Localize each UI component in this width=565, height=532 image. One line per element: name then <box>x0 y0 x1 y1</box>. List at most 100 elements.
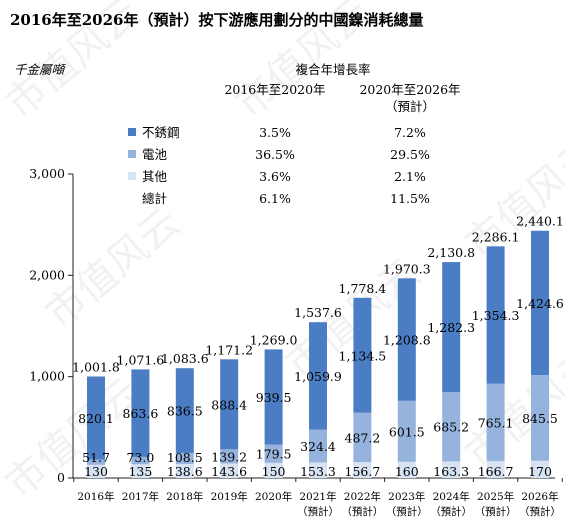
segment-value-label: 1,134.5 <box>339 348 387 363</box>
segment-value-label: 1,059.9 <box>294 369 342 384</box>
legend-label: 其他 <box>142 169 168 184</box>
cagr-value: 2.1% <box>394 169 426 184</box>
bar-segment <box>87 459 105 465</box>
legend-swatch <box>128 150 136 158</box>
segment-value-label: 135 <box>128 464 152 479</box>
cagr-column-header: 2020年至2026年 <box>359 82 460 97</box>
bar-segment <box>87 464 105 478</box>
segment-value-label: 1,208.8 <box>383 333 431 348</box>
x-tick-label: 2020年 <box>255 490 292 503</box>
bar-segment <box>442 262 461 393</box>
segment-value-label: 130 <box>84 464 108 479</box>
bar-segment <box>397 278 416 401</box>
legend-swatch <box>128 128 136 136</box>
segment-value-label: 108.5 <box>167 450 203 465</box>
total-value-label: 1,071.6 <box>117 352 165 367</box>
bar-segment <box>353 297 372 413</box>
segment-value-label: 836.5 <box>167 404 203 419</box>
bar-segment <box>131 456 150 465</box>
x-tick-label: 2017年 <box>122 490 159 503</box>
x-tick-label: （預計） <box>430 505 472 518</box>
legend: 2016年至2020年 2020年至2026年 （預計） 不銹鋼 3.5% 7.2% 電池 3… <box>128 82 461 206</box>
unit-label: 千金屬噸 <box>14 62 67 77</box>
total-value-label: 1,269.0 <box>250 332 298 347</box>
segment-value-label: 179.5 <box>256 447 292 462</box>
bar-segment <box>531 230 549 376</box>
bar-segment <box>220 449 239 464</box>
x-tick-label: 2023年 <box>388 490 425 503</box>
bar-segment <box>264 349 283 445</box>
watermark-text: 市值风云 <box>0 370 149 508</box>
segment-value-label: 939.5 <box>256 390 292 405</box>
segment-value-label: 138.6 <box>167 464 203 479</box>
total-value-label: 1,778.4 <box>339 281 387 296</box>
segment-value-label: 324.4 <box>300 439 336 454</box>
segment-value-label: 601.5 <box>389 424 425 439</box>
x-tick-label: 2024年 <box>433 490 470 503</box>
axes: 0 1,000 2,000 3,000 2016年 2017年 2018年 2019年 2020… <box>29 166 563 518</box>
bar-segment <box>397 461 416 478</box>
bar-segment <box>531 460 549 478</box>
cagr-value: 6.1% <box>259 191 291 206</box>
bar-segment <box>309 322 327 430</box>
cagr-column-header-note: （預計） <box>385 99 435 114</box>
bar-segment <box>309 462 327 478</box>
x-tick-label: 2018年 <box>166 490 203 503</box>
segment-value-label: 888.4 <box>211 397 247 412</box>
segment-value-label: 845.5 <box>522 411 558 426</box>
x-tick-label: 2019年 <box>211 490 248 503</box>
cagr-column-header: 2016年至2020年 <box>224 82 325 97</box>
y-tick-label: 0 <box>57 470 65 485</box>
bar-segment <box>486 461 505 478</box>
cagr-value: 7.2% <box>394 125 426 140</box>
bar-segment <box>353 462 372 478</box>
x-tick-label: 2021年 <box>299 490 336 503</box>
bar-segment <box>175 452 194 464</box>
x-tick-label: 2022年 <box>344 490 381 503</box>
total-value-label: 1,001.8 <box>72 359 120 374</box>
total-value-label: 1,970.3 <box>383 261 431 276</box>
total-value-label: 1,083.6 <box>161 351 209 366</box>
bar-segment <box>442 461 461 478</box>
segment-value-label: 73.0 <box>126 450 154 465</box>
segment-value-label: 51.7 <box>82 450 110 465</box>
x-tick-label: （預計） <box>475 505 517 518</box>
segment-value-label: 1,424.6 <box>516 296 564 311</box>
bar-segment <box>442 392 461 462</box>
bar-segment <box>397 400 416 462</box>
segment-value-label: 820.1 <box>78 411 114 426</box>
cagr-value: 3.5% <box>259 125 291 140</box>
bar-segment <box>220 359 239 450</box>
bar-segment <box>486 383 505 462</box>
bar-segment <box>531 375 549 461</box>
bar-segment <box>486 246 505 384</box>
legend-label: 總計 <box>142 191 167 206</box>
segment-value-label: 1,354.3 <box>472 308 520 323</box>
bar-segment <box>220 463 239 478</box>
total-value-label: 2,440.1 <box>516 214 564 229</box>
bar-segment <box>264 462 283 478</box>
x-tick-label: 2016年 <box>77 490 114 503</box>
x-tick-label: 2026年 <box>521 490 558 503</box>
total-value-label: 2,286.1 <box>472 229 520 244</box>
bar-segment <box>87 376 105 460</box>
cagr-value: 11.5% <box>390 191 430 206</box>
segment-value-label: 156.7 <box>345 464 381 479</box>
cagr-value: 3.6% <box>259 169 291 184</box>
legend-swatch <box>128 172 136 180</box>
bar-segment <box>353 412 372 463</box>
segment-value-label: 863.6 <box>123 406 159 421</box>
bar-segment <box>175 463 194 478</box>
segment-value-label: 166.7 <box>478 464 514 479</box>
bar-segment <box>175 368 194 453</box>
x-tick-label: （預計） <box>519 505 561 518</box>
total-value-label: 1,171.2 <box>205 342 253 357</box>
segment-value-label: 1,282.3 <box>427 320 475 335</box>
bar-segment <box>264 444 283 463</box>
segment-value-label: 163.3 <box>433 464 469 479</box>
cagr-header: 複合年增長率 <box>295 62 370 77</box>
legend-label: 電池 <box>142 147 168 162</box>
bar-segment <box>131 369 150 457</box>
